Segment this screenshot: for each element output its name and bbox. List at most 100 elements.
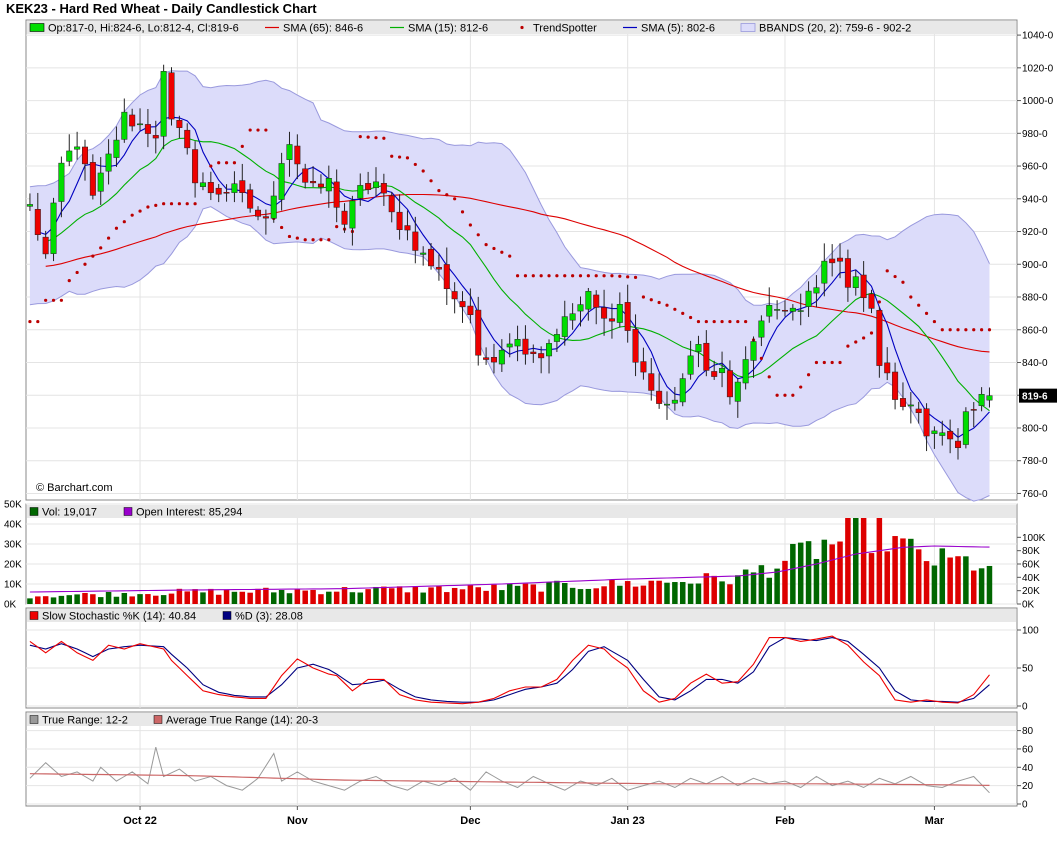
price-tick-label: 960-0: [1022, 162, 1048, 173]
volume-bar: [333, 591, 340, 604]
volume-bar: [388, 588, 395, 604]
trendspotter-dot: [162, 202, 166, 206]
candle-body: [553, 334, 560, 342]
trendspotter-dot: [531, 274, 535, 278]
trendspotter-dot: [578, 274, 583, 278]
candle-body: [931, 430, 938, 434]
trendspotter-dot: [232, 161, 237, 165]
trendspotter-dot: [987, 328, 992, 332]
trendspotter-dot: [264, 128, 268, 132]
candle-body: [530, 351, 537, 354]
candle-body: [199, 182, 206, 187]
price-pane: 760-0780-0800-0820-0840-0860-0880-0900-0…: [25, 19, 1057, 502]
trendspotter-dot: [924, 311, 929, 315]
candle-body: [868, 293, 875, 309]
tr-tick-label: 60: [1022, 744, 1034, 755]
tr-legend-text: True Range: 12-2: [42, 715, 128, 727]
candle-body: [837, 257, 844, 262]
volume-bar: [506, 583, 513, 604]
price-tick-label: 880-0: [1022, 293, 1048, 304]
trendspotter-dot: [114, 226, 119, 230]
volume-right-tick-label: 100K: [1022, 533, 1046, 544]
x-tick-label: Oct 22: [123, 815, 157, 827]
trendspotter-dot: [846, 344, 850, 348]
trendspotter-dot: [547, 274, 551, 278]
candle-body: [380, 183, 387, 194]
candle-body: [829, 258, 836, 264]
candle-body: [687, 355, 694, 375]
trendspotter-dot: [854, 340, 858, 344]
candle-body: [34, 209, 41, 235]
volume-right-tick-label: 20K: [1022, 586, 1040, 597]
volume-bar: [302, 590, 308, 604]
trendspotter-dot: [657, 300, 661, 305]
volume-bar: [978, 568, 985, 604]
price-legend-swatch: [29, 23, 45, 32]
candle-body: [546, 343, 553, 357]
volume-bar: [396, 586, 403, 604]
candle-body: [608, 318, 615, 322]
candle-body: [616, 304, 623, 323]
trendspotter-dot: [437, 189, 441, 193]
candle-body: [105, 153, 112, 172]
volume-bar: [617, 585, 623, 604]
volume-bar: [491, 584, 497, 604]
candle-body: [160, 71, 167, 137]
price-tick-label: 1000-0: [1022, 96, 1054, 107]
trendspotter-dot: [327, 238, 331, 242]
volume-bar: [915, 549, 922, 604]
trendspotter-dot: [374, 136, 378, 140]
volume-bar: [947, 557, 953, 604]
candle-body: [585, 291, 592, 310]
volume-legend-bar: [27, 505, 1016, 518]
candle-body: [774, 309, 781, 311]
trendspotter-dot: [728, 319, 732, 324]
trendspotter-dot: [280, 225, 284, 230]
candle-body: [632, 329, 639, 363]
sma65-line: [45, 193, 990, 353]
price-tick-label: 860-0: [1022, 325, 1048, 336]
volume-bar: [656, 580, 662, 604]
stoch-legend-text: Slow Stochastic %K (14): 40.84: [42, 611, 196, 623]
candle-body: [577, 304, 584, 312]
volume-pane: 0K 10K 20K 30K 40K 50K 0K 20K 40K 60K 80K 100K Vol: …: [4, 500, 1046, 611]
trendspotter-dot: [901, 280, 905, 284]
volume-bar: [215, 594, 222, 604]
candle-body: [860, 274, 867, 299]
candle-body: [506, 343, 513, 348]
candle-body: [247, 189, 254, 209]
candle-body: [475, 309, 482, 356]
candle-body: [522, 338, 529, 355]
volume-bar: [373, 586, 379, 604]
price-tick-label: 920-0: [1022, 227, 1048, 238]
trendspotter-dot: [36, 319, 40, 324]
volume-legend-swatch: [29, 507, 39, 516]
candle-body: [357, 185, 364, 199]
volume-bar: [672, 582, 678, 604]
volume-bar: [286, 593, 293, 604]
trendspotter-dot: [767, 375, 771, 379]
last-price-tag-bg: [1019, 388, 1057, 403]
candle-body: [695, 344, 702, 352]
true-range-pane: 0 20 40 60 80 True Range: 12-2 Average True Ra…: [25, 711, 1034, 811]
volume-bar: [444, 592, 450, 604]
trendspotter-dot: [633, 275, 638, 279]
stoch-legend-text: %D (3): 28.08: [235, 611, 303, 623]
candle-body: [42, 236, 49, 255]
trendspotter-dot: [185, 202, 189, 206]
trendspotter-dot: [138, 209, 142, 213]
volume-bar: [74, 594, 80, 604]
candle-body: [467, 305, 474, 315]
candle-body: [821, 260, 828, 284]
trendspotter-dot: [51, 298, 56, 302]
volume-bar: [184, 591, 190, 604]
volume-bar: [27, 598, 33, 604]
volume-bar: [963, 556, 969, 604]
chart-panes: 760-0780-0800-0820-0840-0860-0880-0900-0…: [4, 19, 1057, 811]
volume-bar: [82, 592, 88, 604]
candle-body: [703, 342, 710, 371]
candle-body: [679, 378, 686, 403]
candle-body: [750, 341, 757, 361]
candle-body: [113, 139, 120, 158]
